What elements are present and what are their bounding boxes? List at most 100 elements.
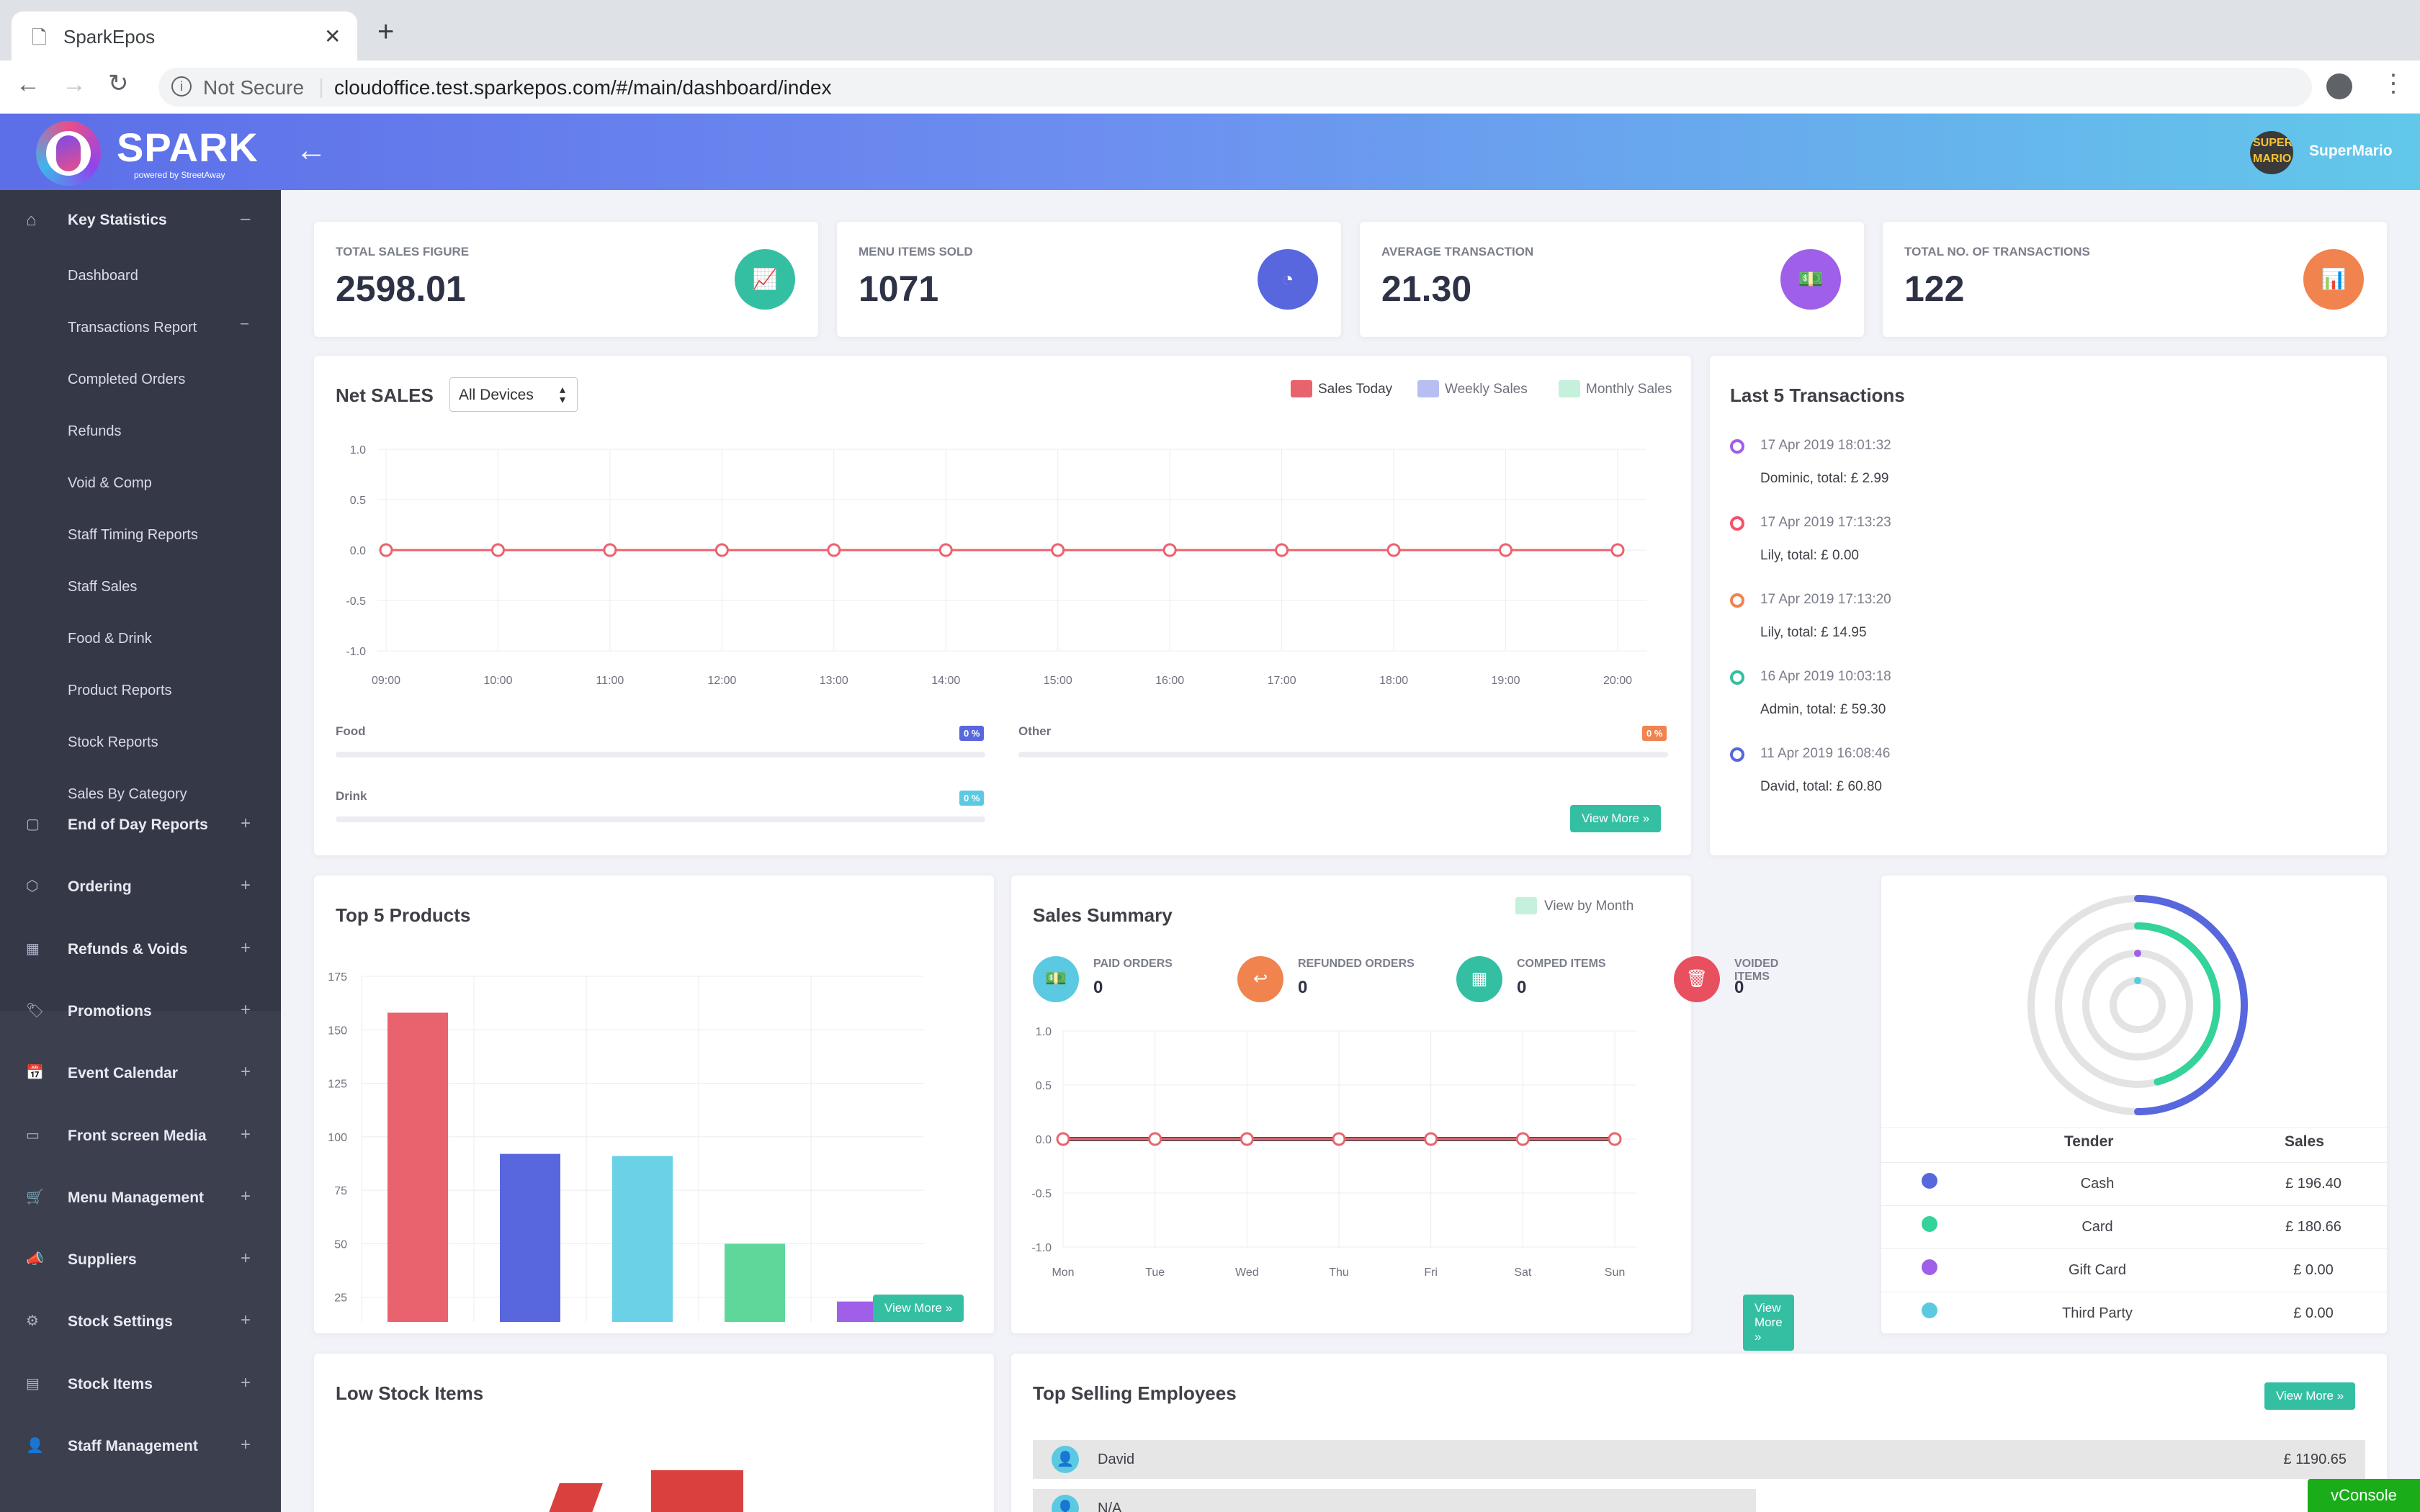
x-tick-label: 14:00 — [931, 675, 960, 687]
username[interactable]: SuperMario — [2309, 143, 2393, 159]
expand-icon[interactable]: + — [241, 1248, 251, 1269]
sidebar-item-suppliers[interactable]: 📣 Suppliers + — [0, 1231, 281, 1292]
profile-icon[interactable] — [2326, 73, 2352, 99]
sidebar-item-front-screen-media[interactable]: ▭ Front screen Media + — [0, 1107, 281, 1168]
sidebar-subitem[interactable]: Completed Orders — [68, 372, 186, 387]
employee-row[interactable]: 👤 David £ 1190.65 — [1033, 1440, 2365, 1479]
sidebar-item-stock-settings[interactable]: ⚙ Stock Settings + — [0, 1293, 281, 1354]
expand-icon[interactable]: + — [241, 937, 251, 958]
expand-icon[interactable]: + — [241, 1435, 251, 1454]
sidebar-item-menu-management[interactable]: 🛒 Menu Management + — [0, 1169, 281, 1230]
radial-marker — [2134, 950, 2141, 957]
expand-icon[interactable]: + — [241, 1124, 251, 1144]
sidebar-item-staff-management[interactable]: 👤 Staff Management + — [0, 1418, 281, 1478]
expand-icon[interactable]: + — [241, 876, 251, 896]
sidebar-item-ordering[interactable]: ⬡ Ordering + — [0, 858, 281, 919]
page-icon: 🗋 — [32, 27, 47, 48]
stat-card: TOTAL SALES FIGURE 2598.01 📈 — [314, 222, 818, 337]
data-point — [1148, 1132, 1162, 1146]
brand-name: SPARK — [117, 125, 259, 170]
y-tick-label: 0.0 — [1036, 1134, 1052, 1146]
app-header: SPARK powered by StreetAway ← SUPER MARI… — [0, 114, 2420, 190]
trash-icon: 🗑 — [1674, 956, 1720, 1002]
new-tab-icon[interactable]: + — [377, 16, 395, 48]
user-icon: 👤 — [1052, 1446, 1079, 1473]
view-more-button[interactable]: View More » — [1570, 805, 1662, 832]
y-tick-label: 100 — [328, 1132, 347, 1144]
collapse-icon[interactable]: – — [241, 315, 249, 331]
transaction-desc[interactable]: Lily, total: £ 0.00 — [1760, 548, 1859, 563]
sidebar-subitem[interactable]: Void & Comp — [68, 475, 152, 491]
transaction-desc[interactable]: Dominic, total: £ 2.99 — [1760, 471, 1889, 486]
transaction-desc[interactable]: Admin, total: £ 59.30 — [1760, 702, 1886, 717]
sidebar-subitem[interactable]: Food & Drink — [68, 631, 152, 647]
forward-icon[interactable]: → — [62, 71, 86, 98]
sidebar-item-end-of-day-reports[interactable]: ▢ End of Day Reports + — [0, 796, 281, 857]
sidebar-subitem[interactable]: Sales By Category — [68, 786, 187, 802]
sidebar-toggle-icon[interactable]: ← — [295, 132, 327, 168]
sidebar-subitem[interactable]: Stock Reports — [68, 734, 158, 750]
money-icon: 💵 — [1033, 956, 1079, 1002]
sidebar-subitem[interactable]: Transactions Report — [68, 320, 197, 336]
progress-track — [336, 816, 985, 822]
view-more-button[interactable]: View More » — [873, 1295, 964, 1322]
data-point — [1515, 1132, 1530, 1146]
sidebar-item-refunds-voids[interactable]: ▦ Refunds & Voids + — [0, 921, 281, 981]
tender-color-dot-icon — [1922, 1259, 1937, 1275]
employee-row[interactable]: 👤 N/A — [1033, 1489, 1756, 1512]
sidebar-subitem[interactable]: Product Reports — [68, 683, 172, 698]
sidebar-item-stock-items[interactable]: ▤ Stock Items + — [0, 1356, 281, 1416]
reload-icon[interactable]: ↻ — [108, 70, 129, 97]
data-point — [827, 543, 841, 557]
progress-badge: 0 % — [959, 791, 985, 806]
expand-icon[interactable]: + — [241, 814, 251, 833]
transaction-desc[interactable]: Lily, total: £ 14.95 — [1760, 625, 1867, 640]
x-tick-label: Thu — [1329, 1266, 1349, 1279]
tender-sales: £ 196.40 — [2285, 1176, 2341, 1192]
stat-label: TOTAL SALES FIGURE — [336, 245, 470, 258]
vconsole-button[interactable]: vConsole — [2308, 1479, 2420, 1512]
tab-title: SparkEpos — [63, 26, 156, 48]
timeline-dot-icon — [1730, 516, 1744, 531]
sidebar-subitem[interactable]: Dashboard — [68, 268, 138, 284]
x-tick-label: 13:00 — [820, 675, 848, 687]
view-more-button[interactable]: View More » — [2264, 1382, 2356, 1410]
progress-label: Drink — [336, 789, 367, 803]
expand-icon[interactable]: + — [241, 1372, 251, 1392]
expand-icon[interactable]: + — [241, 1310, 251, 1331]
card-title: Last 5 Transactions — [1730, 384, 1905, 406]
select-arrows-icon: ▴ ▾ — [560, 384, 566, 406]
data-point — [1608, 1132, 1622, 1146]
tender-sales: £ 180.66 — [2285, 1219, 2341, 1235]
url-text[interactable]: cloudoffice.test.sparkepos.com/#/main/da… — [334, 76, 832, 99]
section-icon: ▭ — [26, 1127, 40, 1143]
menu-dots-icon[interactable]: ⋮ — [2381, 70, 2406, 97]
sidebar-item-event-calendar[interactable]: 📅 Event Calendar + — [0, 1045, 281, 1105]
view-by-month-toggle[interactable]: View by Month — [1544, 899, 1634, 914]
close-tab-icon[interactable]: ✕ — [324, 25, 341, 48]
sidebar-subitem[interactable]: Refunds — [68, 423, 122, 439]
section-icon: 📅 — [26, 1065, 44, 1081]
transaction-desc[interactable]: David, total: £ 60.80 — [1760, 779, 1882, 794]
device-select[interactable]: All Devices ▴ ▾ — [449, 377, 578, 412]
collapse-icon[interactable]: – — [241, 209, 251, 228]
expand-icon[interactable]: + — [241, 1186, 251, 1206]
expand-icon[interactable]: + — [241, 999, 251, 1020]
card-title: Top Selling Employees — [1033, 1382, 1237, 1404]
info-icon[interactable]: i — [171, 76, 192, 96]
sidebar-subitem[interactable]: Staff Timing Reports — [68, 527, 198, 543]
tender-card: Tender Sales Cash £ 196.40 Card £ 180.66 Gif… — [1881, 876, 2387, 1333]
avatar[interactable]: SUPER MARIO — [2250, 131, 2293, 174]
stat-value: 1071 — [859, 269, 939, 309]
sidebar-subitem[interactable]: Staff Sales — [68, 579, 138, 595]
sidebar-item-promotions[interactable]: 🏷 Promotions + — [0, 983, 281, 1043]
back-icon[interactable]: ← — [16, 71, 40, 98]
browser-tab[interactable]: 🗋 SparkEpos ✕ — [12, 12, 357, 60]
card-title: Top 5 Products — [336, 904, 471, 926]
sidebar-item-key-statistics[interactable]: ⌂ Key Statistics – — [0, 190, 281, 251]
expand-icon[interactable]: + — [241, 1062, 251, 1082]
address-bar[interactable]: i Not Secure | cloudoffice.test.sparkepo… — [158, 68, 2312, 107]
chart-legend: Sales Today Weekly Sales Monthly Sales — [1291, 379, 1680, 400]
stat-value: 122 — [1904, 269, 1965, 309]
view-more-button[interactable]: View More » — [1743, 1295, 1794, 1351]
